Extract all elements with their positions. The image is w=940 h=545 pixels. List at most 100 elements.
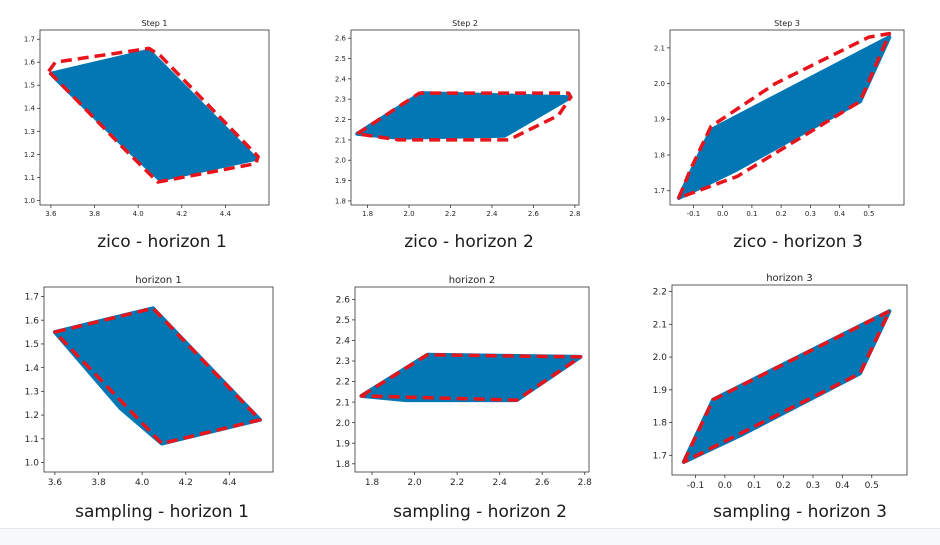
- x-tick-label: 0.1: [746, 210, 757, 218]
- y-tick-label: 1.5: [25, 340, 39, 350]
- y-tick-label: 2.1: [653, 320, 667, 330]
- x-tick-label: 2.6: [535, 478, 550, 488]
- y-tick-label: 2.3: [335, 96, 346, 104]
- x-tick-label: 0.4: [834, 210, 846, 218]
- y-tick-label: 1.4: [25, 364, 40, 374]
- plot-title: horizon 1: [135, 275, 182, 286]
- y-tick-label: 1.6: [24, 59, 36, 67]
- x-tick-label: -0.1: [687, 210, 701, 218]
- reachable-set-region: [355, 91, 573, 140]
- y-tick-label: 2.0: [336, 419, 351, 429]
- x-tick-label: 0.2: [776, 210, 787, 218]
- subplot-3: -0.1 0.0 0.1 0.2 0.3 0.4 0.5 1.7 1.8 1.9 2.0 2.1 Ste…: [654, 19, 905, 218]
- subplot-2: 1.8 2.0 2.2 2.4 2.6 2.8 1.8 1.9 2.0 2.1 2.2 2.3 2.4 2…: [335, 19, 581, 218]
- y-tick-label: 1.0: [24, 197, 35, 205]
- x-tick-label: 1.8: [362, 210, 373, 218]
- caption-1: zico - horizon 1: [97, 232, 227, 252]
- x-tick-label: 4.2: [179, 478, 193, 488]
- y-tick-label: 1.7: [653, 451, 667, 461]
- x-tick-label: 3.8: [91, 478, 106, 488]
- y-tick-label: 2.1: [336, 398, 350, 408]
- x-tick-label: 0.3: [805, 210, 816, 218]
- x-tick-label: 0.4: [835, 481, 850, 491]
- x-tick-label: 0.1: [747, 481, 761, 491]
- x-tick-label: 2.2: [445, 210, 456, 218]
- x-tick-label: 0.5: [863, 210, 874, 218]
- plot-title: Step 2: [452, 19, 478, 28]
- y-tick-label: 2.4: [336, 337, 351, 347]
- boundary-dashed-line: [359, 353, 583, 402]
- y-tick-label: 1.3: [25, 388, 39, 398]
- y-tick-label: 2.5: [336, 316, 350, 326]
- y-tick-label: 1.9: [336, 439, 351, 449]
- y-tick-label: 2.1: [654, 44, 665, 52]
- plot-title: Step 1: [142, 19, 168, 28]
- x-tick-label: 3.6: [48, 478, 63, 488]
- x-tick-label: 0.2: [776, 481, 790, 491]
- x-tick-label: 2.0: [403, 210, 414, 218]
- plot-title: horizon 3: [766, 273, 813, 284]
- y-tick-label: 2.5: [335, 55, 346, 63]
- x-tick-label: 4.4: [220, 210, 232, 218]
- y-tick-label: 1.3: [24, 128, 35, 136]
- plot-title: Step 3: [774, 19, 800, 28]
- y-tick-label: 2.0: [653, 353, 668, 363]
- y-tick-label: 1.7: [25, 293, 39, 303]
- y-tick-label: 1.9: [654, 116, 665, 124]
- boundary-dashed-line: [682, 309, 892, 464]
- x-tick-label: 2.8: [569, 210, 580, 218]
- reachable-set-region: [48, 48, 258, 182]
- y-tick-label: 1.1: [24, 174, 35, 182]
- x-tick-label: 3.8: [89, 210, 100, 218]
- x-tick-label: 2.2: [450, 478, 464, 488]
- y-tick-label: 2.0: [654, 80, 665, 88]
- y-tick-label: 2.2: [336, 378, 350, 388]
- y-tick-label: 2.1: [335, 136, 346, 144]
- reachable-set-region: [676, 35, 892, 200]
- x-tick-label: -0.1: [687, 481, 705, 491]
- plot-title: horizon 2: [449, 275, 496, 286]
- y-tick-label: 2.0: [335, 157, 346, 165]
- x-tick-label: 4.0: [133, 210, 144, 218]
- y-tick-label: 1.0: [25, 459, 40, 469]
- subplot-4: 3.6 3.8 4.0 4.2 4.4 1.0 1.1 1.2 1.3 1.4 1.5 1.6 1.7 h…: [25, 275, 274, 488]
- y-tick-label: 1.2: [24, 151, 35, 159]
- x-tick-label: 1.8: [365, 478, 380, 488]
- x-tick-label: 2.0: [407, 478, 422, 488]
- caption-2: zico - horizon 2: [404, 232, 534, 252]
- x-tick-label: 2.4: [492, 478, 507, 488]
- y-tick-label: 2.3: [336, 357, 350, 367]
- y-tick-label: 1.4: [24, 105, 36, 113]
- y-tick-label: 2.2: [335, 116, 346, 124]
- x-tick-label: 3.6: [45, 210, 57, 218]
- caption-5: sampling - horizon 2: [393, 502, 567, 522]
- boundary-dashed-line: [355, 91, 573, 142]
- x-tick-label: 0.0: [717, 210, 728, 218]
- reachable-set-region: [52, 306, 262, 446]
- subplot-1: 3.6 3.8 4.0 4.2 4.4 1.0 1.1 1.2 1.3 1.4 1.5 1.6 1.7 S…: [24, 19, 270, 218]
- x-tick-label: 0.3: [806, 481, 820, 491]
- caption-6: sampling - horizon 3: [713, 502, 887, 522]
- reachable-set-region: [359, 352, 583, 403]
- x-tick-label: 2.4: [486, 210, 498, 218]
- x-tick-label: 2.8: [578, 478, 593, 488]
- caption-3: zico - horizon 3: [733, 232, 863, 252]
- boundary-dashed-line: [677, 31, 892, 200]
- y-tick-label: 1.5: [24, 82, 35, 90]
- x-tick-label: 4.0: [135, 478, 150, 488]
- y-tick-label: 1.8: [336, 460, 351, 470]
- y-tick-label: 1.7: [24, 36, 35, 44]
- y-tick-label: 2.6: [336, 295, 351, 305]
- y-tick-label: 1.2: [25, 411, 39, 421]
- boundary-dashed-line: [46, 46, 260, 184]
- x-tick-label: 0.5: [865, 481, 879, 491]
- y-tick-label: 2.2: [653, 288, 667, 298]
- subplot-6: -0.1 0.0 0.1 0.2 0.3 0.4 0.5 1.7 1.8 1.9 2.0 2.1 2.2…: [653, 273, 908, 491]
- y-tick-label: 1.8: [654, 151, 665, 159]
- bottom-bar: [0, 528, 940, 545]
- y-tick-label: 2.4: [335, 75, 347, 83]
- caption-4: sampling - horizon 1: [75, 502, 249, 522]
- x-tick-label: 4.4: [222, 478, 237, 488]
- y-tick-label: 1.7: [654, 187, 665, 195]
